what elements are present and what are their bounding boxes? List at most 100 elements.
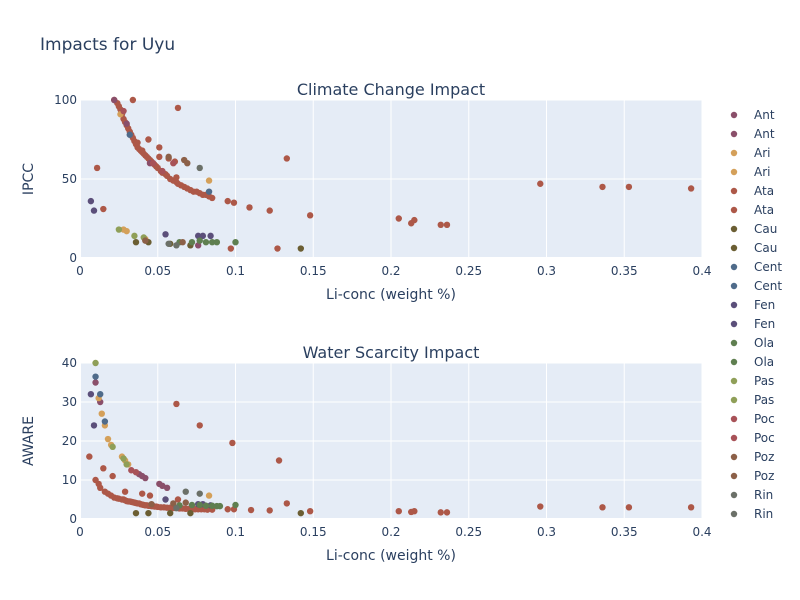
data-point[interactable] <box>121 488 129 495</box>
data-point[interactable] <box>120 455 127 462</box>
data-point[interactable] <box>208 194 216 202</box>
legend-item-poc[interactable]: Poc <box>730 412 775 426</box>
data-point[interactable] <box>156 144 163 151</box>
data-point[interactable] <box>306 508 314 515</box>
data-point[interactable] <box>196 490 203 497</box>
data-point[interactable] <box>188 501 196 509</box>
data-point[interactable] <box>162 496 169 503</box>
data-point[interactable] <box>92 359 99 367</box>
data-point[interactable] <box>229 439 236 447</box>
data-point[interactable] <box>213 239 221 246</box>
data-point[interactable] <box>625 183 633 191</box>
data-point[interactable] <box>86 453 93 460</box>
data-point[interactable] <box>126 131 133 138</box>
data-point[interactable] <box>101 418 109 425</box>
data-point[interactable] <box>232 501 239 509</box>
data-point[interactable] <box>111 96 118 104</box>
legend-item-ola[interactable]: Ola <box>730 355 774 369</box>
data-point[interactable] <box>92 379 99 386</box>
data-point[interactable] <box>149 160 157 167</box>
data-point[interactable] <box>306 212 314 219</box>
data-point[interactable] <box>227 245 235 252</box>
legend-item-ata[interactable]: Ata <box>730 203 774 217</box>
legend-item-cent[interactable]: Cent <box>730 260 783 274</box>
data-point[interactable] <box>123 120 130 127</box>
data-point[interactable] <box>196 164 203 172</box>
data-point[interactable] <box>411 508 418 515</box>
legend-item-rin[interactable]: Rin <box>730 507 773 521</box>
legend-item-ant[interactable]: Ant <box>730 127 775 141</box>
data-point[interactable] <box>395 508 402 515</box>
data-point[interactable] <box>599 183 606 191</box>
legend-item-fen[interactable]: Fen <box>730 298 775 312</box>
data-point[interactable] <box>109 472 116 480</box>
data-point[interactable] <box>145 136 152 143</box>
data-point[interactable] <box>443 221 451 229</box>
data-point[interactable] <box>208 239 216 246</box>
data-point[interactable] <box>173 242 180 249</box>
data-point[interactable] <box>224 197 231 205</box>
data-point[interactable] <box>131 232 138 240</box>
legend[interactable]: Ant Ant Ari Ari Ata Ata Cau Cau Cent Cent Fen Fen Ol… <box>730 108 783 521</box>
data-point[interactable] <box>247 506 255 514</box>
data-point[interactable] <box>87 391 95 398</box>
data-point[interactable] <box>165 153 172 161</box>
data-point[interactable] <box>162 231 169 238</box>
data-point[interactable] <box>98 410 105 417</box>
data-point[interactable] <box>120 107 127 115</box>
data-point[interactable] <box>173 174 180 181</box>
data-point[interactable] <box>145 509 152 517</box>
legend-item-cau[interactable]: Cau <box>730 222 778 236</box>
data-point[interactable] <box>283 155 291 162</box>
data-point[interactable] <box>202 239 210 246</box>
data-point[interactable] <box>297 245 305 252</box>
data-point[interactable] <box>437 509 444 516</box>
data-point[interactable] <box>266 507 273 514</box>
data-point[interactable] <box>109 443 116 451</box>
data-point[interactable] <box>232 239 239 246</box>
data-point[interactable] <box>196 501 203 509</box>
data-point[interactable] <box>216 502 224 510</box>
data-point[interactable] <box>437 221 444 229</box>
data-point[interactable] <box>170 160 177 167</box>
data-point[interactable] <box>146 492 154 499</box>
data-point[interactable] <box>199 232 207 240</box>
legend-item-poz[interactable]: Poz <box>730 469 775 483</box>
data-point[interactable] <box>87 197 95 205</box>
data-point[interactable] <box>148 500 155 508</box>
data-point[interactable] <box>266 207 273 214</box>
legend-item-fen[interactable]: Fen <box>730 317 775 331</box>
data-point[interactable] <box>90 422 98 429</box>
data-point[interactable] <box>537 503 544 510</box>
legend-item-pas[interactable]: Pas <box>730 393 775 407</box>
data-point[interactable] <box>174 496 182 503</box>
data-point[interactable] <box>132 239 140 246</box>
legend-item-cau[interactable]: Cau <box>730 241 778 255</box>
data-point[interactable] <box>93 164 101 172</box>
data-point[interactable] <box>537 180 544 187</box>
data-point[interactable] <box>173 400 180 408</box>
data-point[interactable] <box>395 215 402 222</box>
data-point[interactable] <box>184 160 191 167</box>
data-point[interactable] <box>115 226 123 233</box>
data-point[interactable] <box>297 509 305 517</box>
data-point[interactable] <box>134 139 141 146</box>
data-point[interactable] <box>187 509 194 517</box>
data-point[interactable] <box>274 245 281 252</box>
data-point[interactable] <box>174 104 182 112</box>
data-point[interactable] <box>132 509 140 517</box>
legend-item-ata[interactable]: Ata <box>730 184 774 198</box>
data-point[interactable] <box>283 500 291 507</box>
legend-item-ant[interactable]: Ant <box>730 108 775 122</box>
data-point[interactable] <box>123 227 130 235</box>
legend-item-ola[interactable]: Ola <box>730 336 774 350</box>
data-point[interactable] <box>196 422 203 429</box>
data-point[interactable] <box>179 239 186 246</box>
data-point[interactable] <box>182 499 189 506</box>
data-point[interactable] <box>188 239 196 246</box>
data-point[interactable] <box>599 504 606 511</box>
data-point[interactable] <box>202 502 210 509</box>
data-point[interactable] <box>92 373 99 380</box>
data-point[interactable] <box>90 207 98 214</box>
data-point[interactable] <box>100 205 107 213</box>
